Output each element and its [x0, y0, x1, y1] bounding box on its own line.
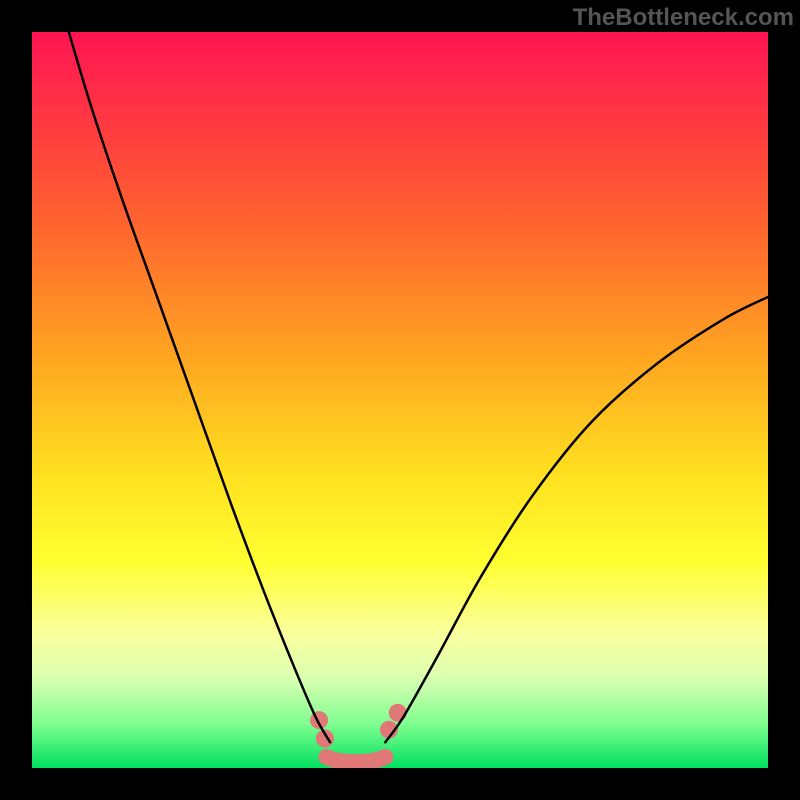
optimal-zone-dot: [389, 704, 407, 722]
chart-plot-area: [32, 32, 768, 768]
optimal-zone-segment: [326, 757, 385, 762]
chart-svg: [32, 32, 768, 768]
optimal-zone-dot: [310, 711, 328, 729]
gradient-background: [32, 32, 768, 768]
